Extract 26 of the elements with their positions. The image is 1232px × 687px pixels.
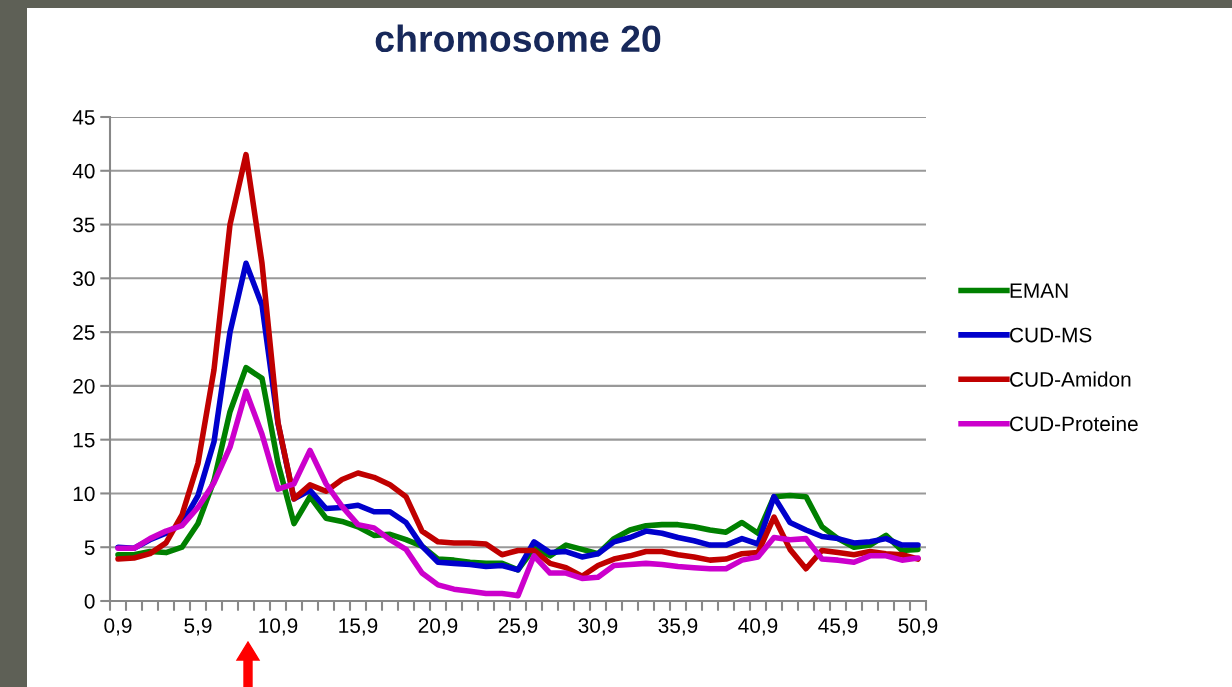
x-tick-label: 25,9: [498, 618, 538, 636]
legend-label: EMAN: [1010, 283, 1068, 298]
y-tick-label: 10: [73, 486, 95, 502]
x-tick-label: 0,9: [104, 618, 132, 636]
y-tick-label: 35: [73, 217, 95, 233]
x-tick-label: 15,9: [339, 618, 378, 636]
legend-label: CUD-Amidon: [1010, 371, 1131, 387]
x-tick-label: 10,9: [259, 618, 298, 636]
y-tick-label: 45: [72, 110, 95, 125]
y-tick-label: 40: [72, 163, 95, 179]
y-tick-label: 25: [73, 325, 95, 340]
x-tick-label: 45,9: [818, 618, 858, 636]
y-tick-label: 15: [73, 432, 95, 448]
y-tick-label: 30: [73, 271, 95, 287]
y-tick-label: 20: [73, 378, 95, 394]
y-tick-label: 0: [84, 594, 95, 609]
x-tick-label: 40,9: [738, 618, 778, 636]
legend-label: CUD-MS: [1010, 327, 1092, 343]
x-tick-label: 50,9: [898, 618, 938, 636]
x-tick-label: 5,9: [184, 618, 212, 636]
x-tick-label: 35,9: [658, 618, 698, 636]
legend-label: CUD-Proteine: [1010, 415, 1138, 432]
x-tick-label: 20,9: [418, 618, 458, 636]
y-tick-label: 5: [84, 540, 95, 555]
chart-title: chromosome 20: [375, 24, 661, 53]
x-tick-label: 30,9: [578, 618, 618, 636]
